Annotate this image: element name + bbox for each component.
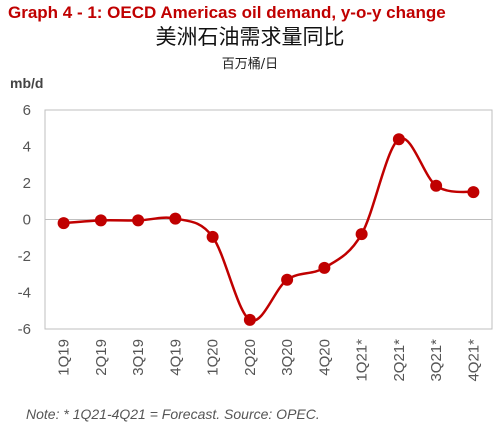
y-tick-label: 0 (23, 212, 31, 229)
y-tick-label: -6 (18, 321, 31, 338)
x-axis-ticks: 1Q19 2Q19 3Q19 4Q19 1Q20 2Q20 3Q20 4Q20 1Q21* 2Q2… (56, 339, 483, 382)
data-point (318, 261, 331, 274)
x-tick-label: 3Q21* (428, 339, 445, 382)
x-tick-label: 1Q21* (354, 339, 371, 382)
data-point (392, 133, 405, 146)
data-point (132, 214, 145, 227)
x-tick-label: 2Q21* (391, 339, 408, 382)
x-tick-label: 4Q19 (167, 339, 184, 376)
chart-unit-cn: 百万桶/日 (221, 57, 279, 72)
x-tick-label: 2Q20 (242, 339, 259, 376)
y-tick-label: -4 (18, 285, 31, 302)
chart-title: Graph 4 - 1: OECD Americas oil demand, y… (8, 3, 446, 22)
x-tick-label: 1Q20 (205, 339, 222, 376)
series-markers (57, 133, 480, 326)
data-point (206, 230, 219, 243)
x-tick-label: 1Q19 (56, 339, 73, 376)
y-tick-label: 2 (23, 175, 31, 192)
data-point (94, 214, 107, 227)
data-point (243, 313, 256, 326)
y-tick-label: -2 (18, 248, 31, 265)
y-axis-ticks: -6 -4 -2 0 2 4 6 (18, 102, 31, 338)
data-point (169, 212, 182, 225)
y-axis-label: mb/d (10, 75, 44, 91)
data-point (57, 217, 70, 230)
x-tick-label: 3Q20 (279, 339, 296, 376)
footnote: Note: * 1Q21-4Q21 = Forecast. Source: OP… (26, 406, 320, 422)
data-point (467, 186, 480, 199)
data-point (281, 273, 294, 286)
series-line (63, 137, 474, 322)
x-tick-label: 4Q21* (465, 339, 482, 382)
x-tick-label: 3Q19 (130, 339, 147, 376)
x-tick-label: 2Q19 (93, 339, 110, 376)
data-point (430, 179, 443, 192)
data-point (355, 228, 368, 241)
chart-subtitle-cn: 美洲石油需求量同比 (155, 25, 345, 49)
x-tick-label: 4Q20 (316, 339, 333, 376)
y-tick-label: 4 (23, 139, 31, 156)
y-tick-label: 6 (23, 102, 31, 119)
